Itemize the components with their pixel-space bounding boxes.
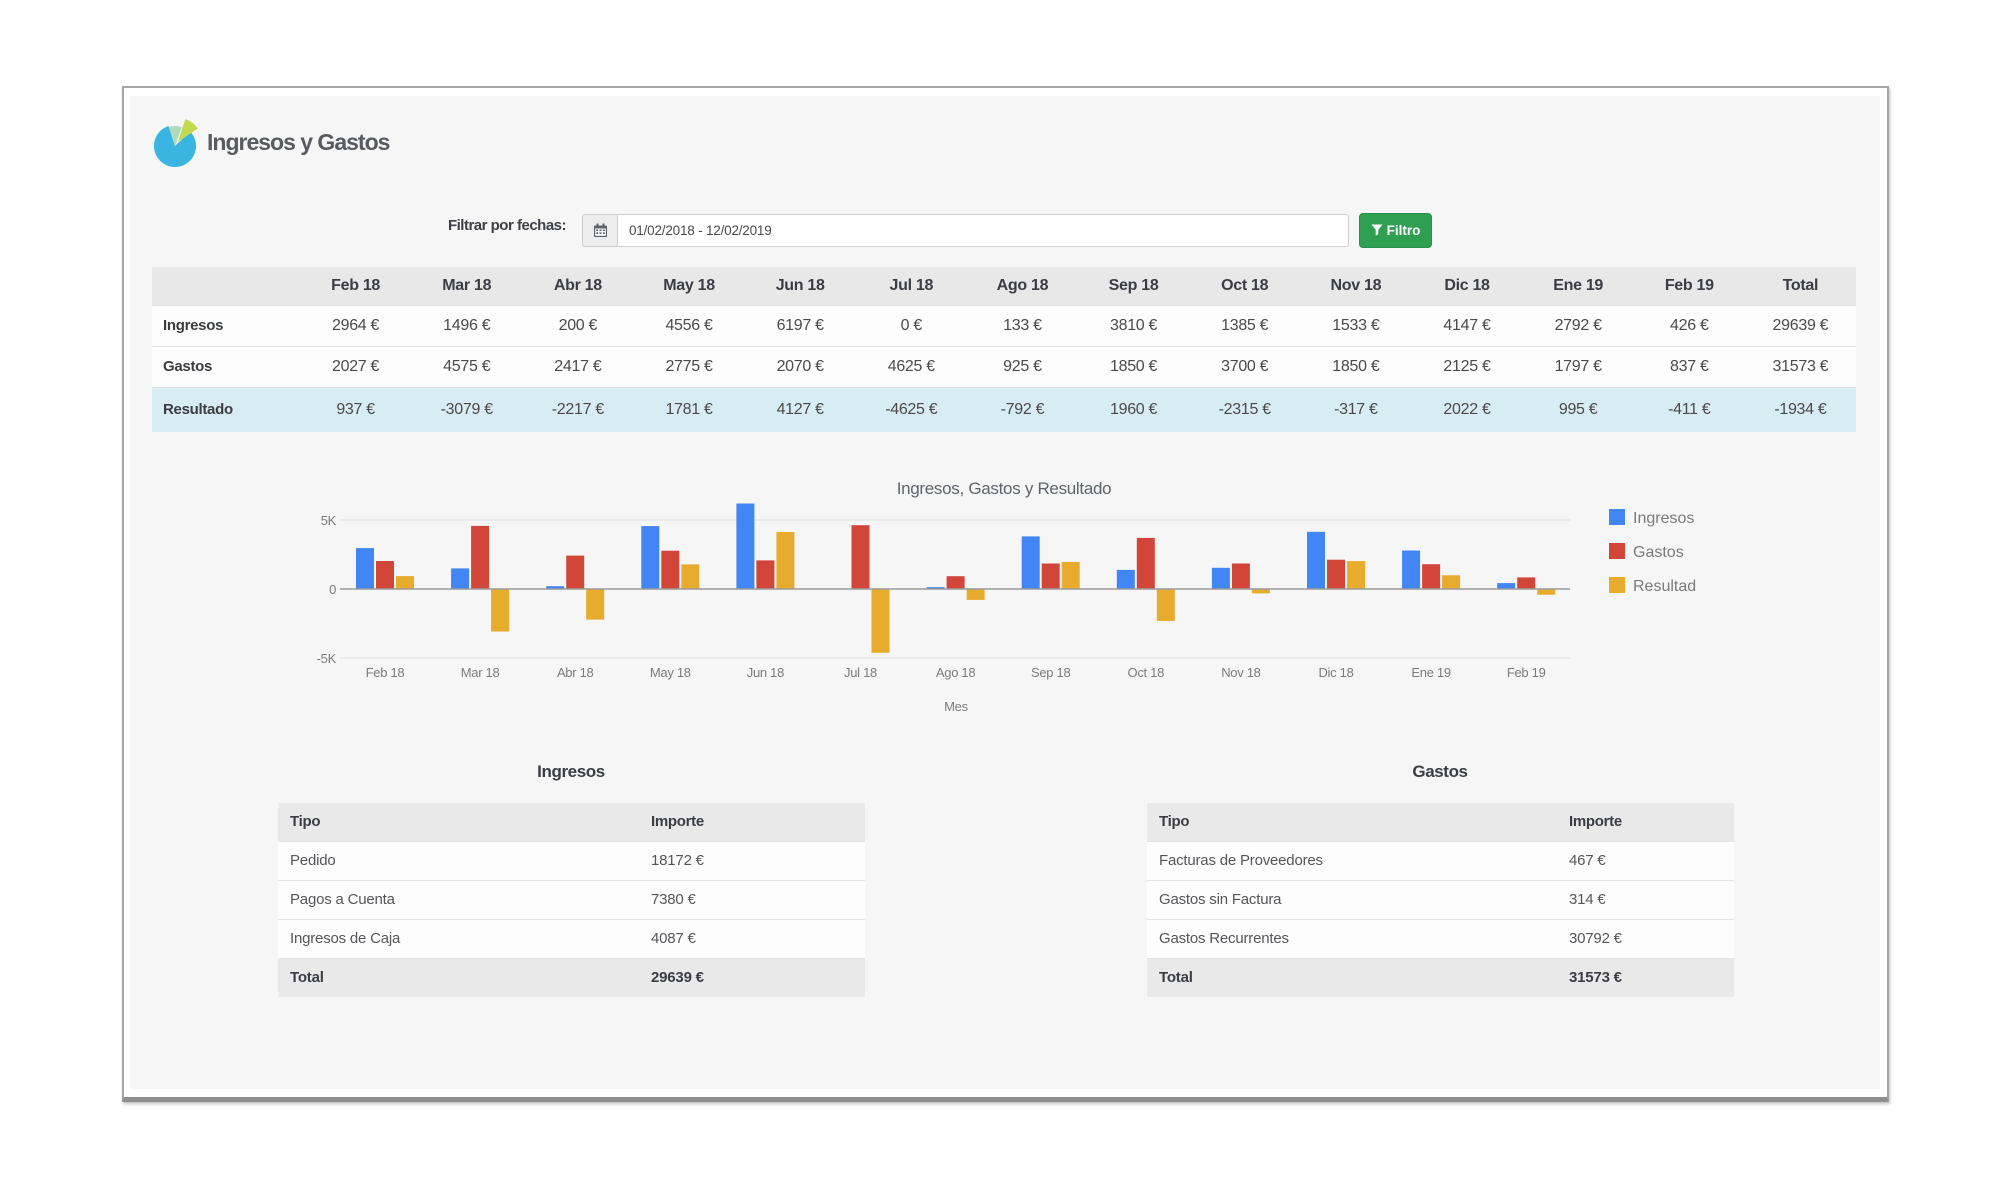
svg-text:Resultad: Resultad (1633, 578, 1696, 595)
svg-text:Jun 18: Jun 18 (747, 665, 784, 680)
svg-text:Gastos: Gastos (1633, 544, 1684, 561)
svg-text:May 18: May 18 (650, 665, 691, 680)
svg-text:5K: 5K (321, 513, 337, 528)
svg-text:Mar 18: Mar 18 (461, 665, 500, 680)
svg-text:0: 0 (329, 582, 336, 597)
svg-text:Feb 19: Feb 19 (1507, 665, 1546, 680)
svg-text:Abr 18: Abr 18 (557, 665, 594, 680)
svg-text:Feb 18: Feb 18 (366, 665, 405, 680)
svg-text:Nov 18: Nov 18 (1221, 665, 1260, 680)
svg-text:Ago 18: Ago 18 (936, 665, 975, 680)
svg-text:Ingresos: Ingresos (1633, 510, 1694, 527)
svg-text:-5K: -5K (317, 651, 337, 666)
svg-text:Oct 18: Oct 18 (1128, 665, 1165, 680)
svg-text:Dic 18: Dic 18 (1318, 665, 1353, 680)
svg-text:Sep 18: Sep 18 (1031, 665, 1070, 680)
svg-text:Jul 18: Jul 18 (844, 665, 877, 680)
svg-text:Ingresos, Gastos y Resultado: Ingresos, Gastos y Resultado (897, 479, 1112, 498)
svg-text:Mes: Mes (944, 699, 968, 714)
svg-text:Ene 19: Ene 19 (1411, 665, 1450, 680)
